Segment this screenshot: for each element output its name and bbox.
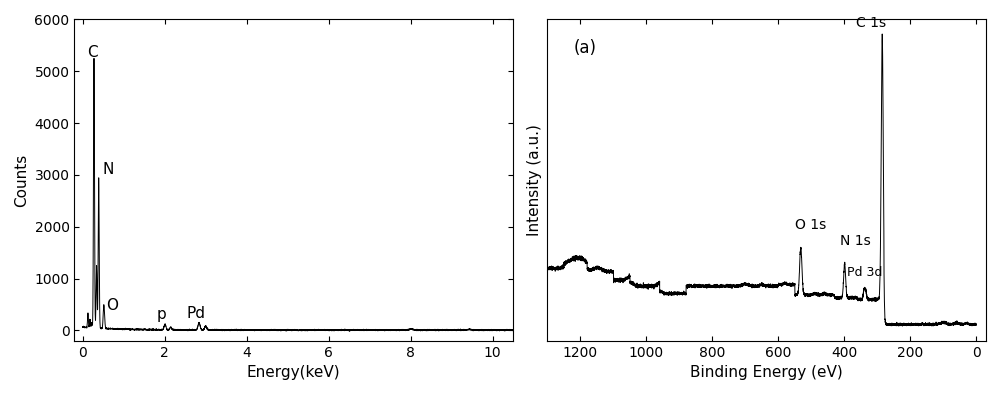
Y-axis label: Counts: Counts (14, 153, 29, 207)
Text: N 1s: N 1s (840, 234, 871, 248)
Text: p: p (156, 307, 166, 322)
Text: N: N (102, 162, 114, 177)
Text: Pd: Pd (186, 306, 205, 321)
Text: C 1s: C 1s (856, 16, 886, 30)
Text: O 1s: O 1s (795, 218, 827, 232)
X-axis label: Binding Energy (eV): Binding Energy (eV) (690, 365, 843, 380)
Y-axis label: Intensity (a.u.): Intensity (a.u.) (527, 124, 542, 236)
Text: Pd 3d: Pd 3d (847, 266, 883, 279)
Text: C: C (87, 45, 97, 60)
X-axis label: Energy(keV): Energy(keV) (247, 365, 341, 380)
Text: (a): (a) (574, 39, 597, 57)
Text: O: O (106, 298, 118, 313)
